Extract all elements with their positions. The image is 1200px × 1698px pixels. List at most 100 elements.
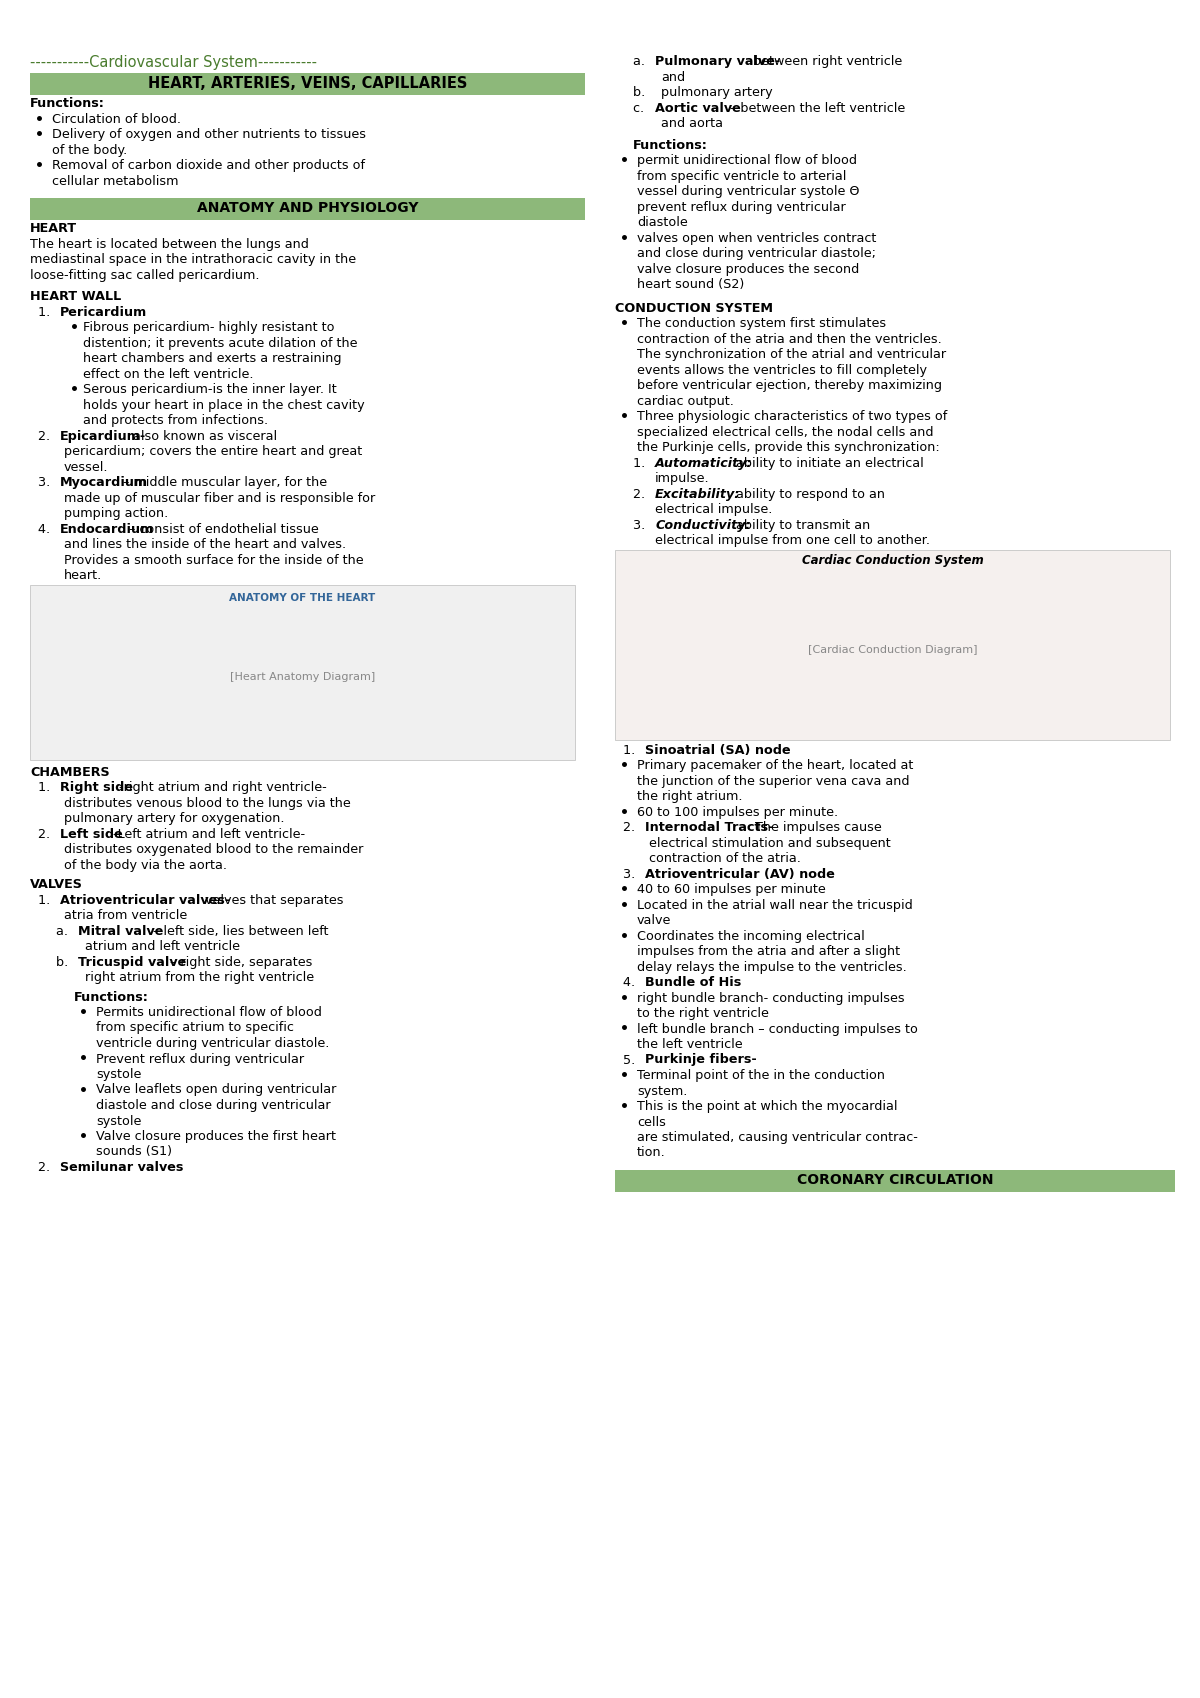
Text: Delivery of oxygen and other nutrients to tissues: Delivery of oxygen and other nutrients t… [52,127,366,141]
Text: 2.: 2. [38,1161,58,1173]
Text: distributes oxygenated blood to the remainder: distributes oxygenated blood to the rema… [64,842,364,856]
Text: to the right ventricle: to the right ventricle [637,1007,769,1020]
Bar [30,73,586,95]
Text: •: • [35,160,44,173]
Text: from specific ventricle to arterial: from specific ventricle to arterial [637,170,846,182]
Text: •: • [620,883,629,897]
Text: pumping action.: pumping action. [64,508,168,520]
Text: valve: valve [637,914,671,927]
Text: VALVES: VALVES [30,878,83,891]
Text: •: • [620,759,629,773]
Text: Valve closure produces the first heart: Valve closure produces the first heart [96,1129,336,1143]
Text: Purkinje fibers-: Purkinje fibers- [646,1053,757,1066]
Text: The conduction system first stimulates: The conduction system first stimulates [637,318,886,329]
Text: [Cardiac Conduction Diagram]: [Cardiac Conduction Diagram] [808,645,977,654]
Text: Atrioventricular valves-: Atrioventricular valves- [60,893,230,907]
Text: right atrium from the right ventricle: right atrium from the right ventricle [85,971,314,985]
Text: •: • [79,1129,88,1144]
Text: •: • [620,1022,629,1036]
Text: Left side: Left side [60,827,122,841]
Text: Pericardium: Pericardium [60,306,148,319]
Text: electrical impulse.: electrical impulse. [655,503,773,516]
Text: Excitability:: Excitability: [655,487,740,501]
Text: Epicardium-: Epicardium- [60,430,146,443]
Text: distributes venous blood to the lungs via the: distributes venous blood to the lungs vi… [64,796,350,810]
Text: ANATOMY OF THE HEART: ANATOMY OF THE HEART [229,593,376,603]
Text: •: • [70,321,79,335]
Text: cells: cells [637,1116,666,1129]
Text: -----------Cardiovascular System-----------: -----------Cardiovascular System--------… [30,54,317,70]
Text: Bundle of His: Bundle of His [646,976,742,988]
Text: •: • [620,898,629,912]
Text: loose-fitting sac called pericardium.: loose-fitting sac called pericardium. [30,268,259,282]
Text: and: and [661,71,685,83]
Text: •: • [620,929,629,944]
Text: and protects from infections.: and protects from infections. [83,414,268,426]
Text: a.: a. [56,924,76,937]
Text: •: • [620,992,629,1005]
Text: CORONARY CIRCULATION: CORONARY CIRCULATION [797,1173,994,1187]
Text: Conductivity:: Conductivity: [655,518,751,531]
Text: electrical stimulation and subsequent: electrical stimulation and subsequent [649,837,890,849]
Text: The impulses cause: The impulses cause [751,822,882,834]
Text: 4.: 4. [623,976,643,988]
Bar [616,1170,1175,1192]
Text: •: • [79,1053,88,1066]
Text: Functions:: Functions: [30,97,104,110]
Text: – between the left ventricle: – between the left ventricle [726,102,905,114]
Text: 1.: 1. [634,457,653,470]
Bar [30,199,586,221]
Text: c.: c. [634,102,652,114]
Text: vessel during ventricular systole Θ: vessel during ventricular systole Θ [637,185,859,199]
Text: ANATOMY AND PHYSIOLOGY: ANATOMY AND PHYSIOLOGY [197,200,419,216]
Text: •: • [620,1100,629,1114]
Text: HEART, ARTERIES, VEINS, CAPILLARIES: HEART, ARTERIES, VEINS, CAPILLARIES [148,76,467,92]
Text: heart.: heart. [64,569,102,582]
Text: Endocardium: Endocardium [60,523,155,535]
Text: permit unidirectional flow of blood: permit unidirectional flow of blood [637,155,857,166]
Text: 4.: 4. [38,523,58,535]
Text: ability to transmit an: ability to transmit an [732,518,870,531]
Text: Removal of carbon dioxide and other products of: Removal of carbon dioxide and other prod… [52,160,365,171]
Text: •: • [79,1083,88,1097]
Text: of the body via the aorta.: of the body via the aorta. [64,859,227,871]
Text: valves that separates: valves that separates [202,893,344,907]
Text: specialized electrical cells, the nodal cells and: specialized electrical cells, the nodal … [637,426,934,438]
Text: and close during ventricular diastole;: and close during ventricular diastole; [637,246,876,260]
Text: heart sound (S2): heart sound (S2) [637,278,744,290]
Text: of the body.: of the body. [52,144,127,156]
Text: •: • [70,384,79,397]
Text: The synchronization of the atrial and ventricular: The synchronization of the atrial and ve… [637,348,946,362]
Text: sounds (S1): sounds (S1) [96,1146,172,1158]
Text: Functions:: Functions: [74,990,149,1004]
Text: •: • [79,1005,88,1020]
Text: •: • [35,127,44,143]
Text: •: • [620,231,629,246]
Text: •: • [620,805,629,820]
Text: the left ventricle: the left ventricle [637,1037,743,1051]
Text: mediastinal space in the intrathoracic cavity in the: mediastinal space in the intrathoracic c… [30,253,356,267]
Text: -right atrium and right ventricle-: -right atrium and right ventricle- [119,781,326,795]
Text: are stimulated, causing ventricular contrac-: are stimulated, causing ventricular cont… [637,1131,918,1144]
Text: 2.: 2. [623,822,643,834]
Text: Functions:: Functions: [634,139,708,151]
Text: b.: b. [634,87,653,98]
Text: and lines the inside of the heart and valves.: and lines the inside of the heart and va… [64,538,346,550]
Text: pulmonary artery for oxygenation.: pulmonary artery for oxygenation. [64,812,284,825]
Text: Permits unidirectional flow of blood: Permits unidirectional flow of blood [96,1005,322,1019]
Text: effect on the left ventricle.: effect on the left ventricle. [83,367,253,380]
Text: b.: b. [56,956,77,968]
Text: 2.: 2. [38,430,58,443]
Text: Cardiac Conduction System: Cardiac Conduction System [802,554,983,567]
Text: distention; it prevents acute dilation of the: distention; it prevents acute dilation o… [83,336,358,350]
Text: Fibrous pericardium- highly resistant to: Fibrous pericardium- highly resistant to [83,321,335,335]
Text: Right side: Right side [60,781,133,795]
Text: Automaticity:: Automaticity: [655,457,752,470]
Text: •: • [620,409,629,424]
Text: 2.: 2. [38,827,58,841]
Text: 1.: 1. [38,306,59,319]
Text: Coordinates the incoming electrical: Coordinates the incoming electrical [637,929,865,942]
Bar [30,584,575,759]
Text: 1.: 1. [38,893,59,907]
Text: 2.: 2. [634,487,653,501]
